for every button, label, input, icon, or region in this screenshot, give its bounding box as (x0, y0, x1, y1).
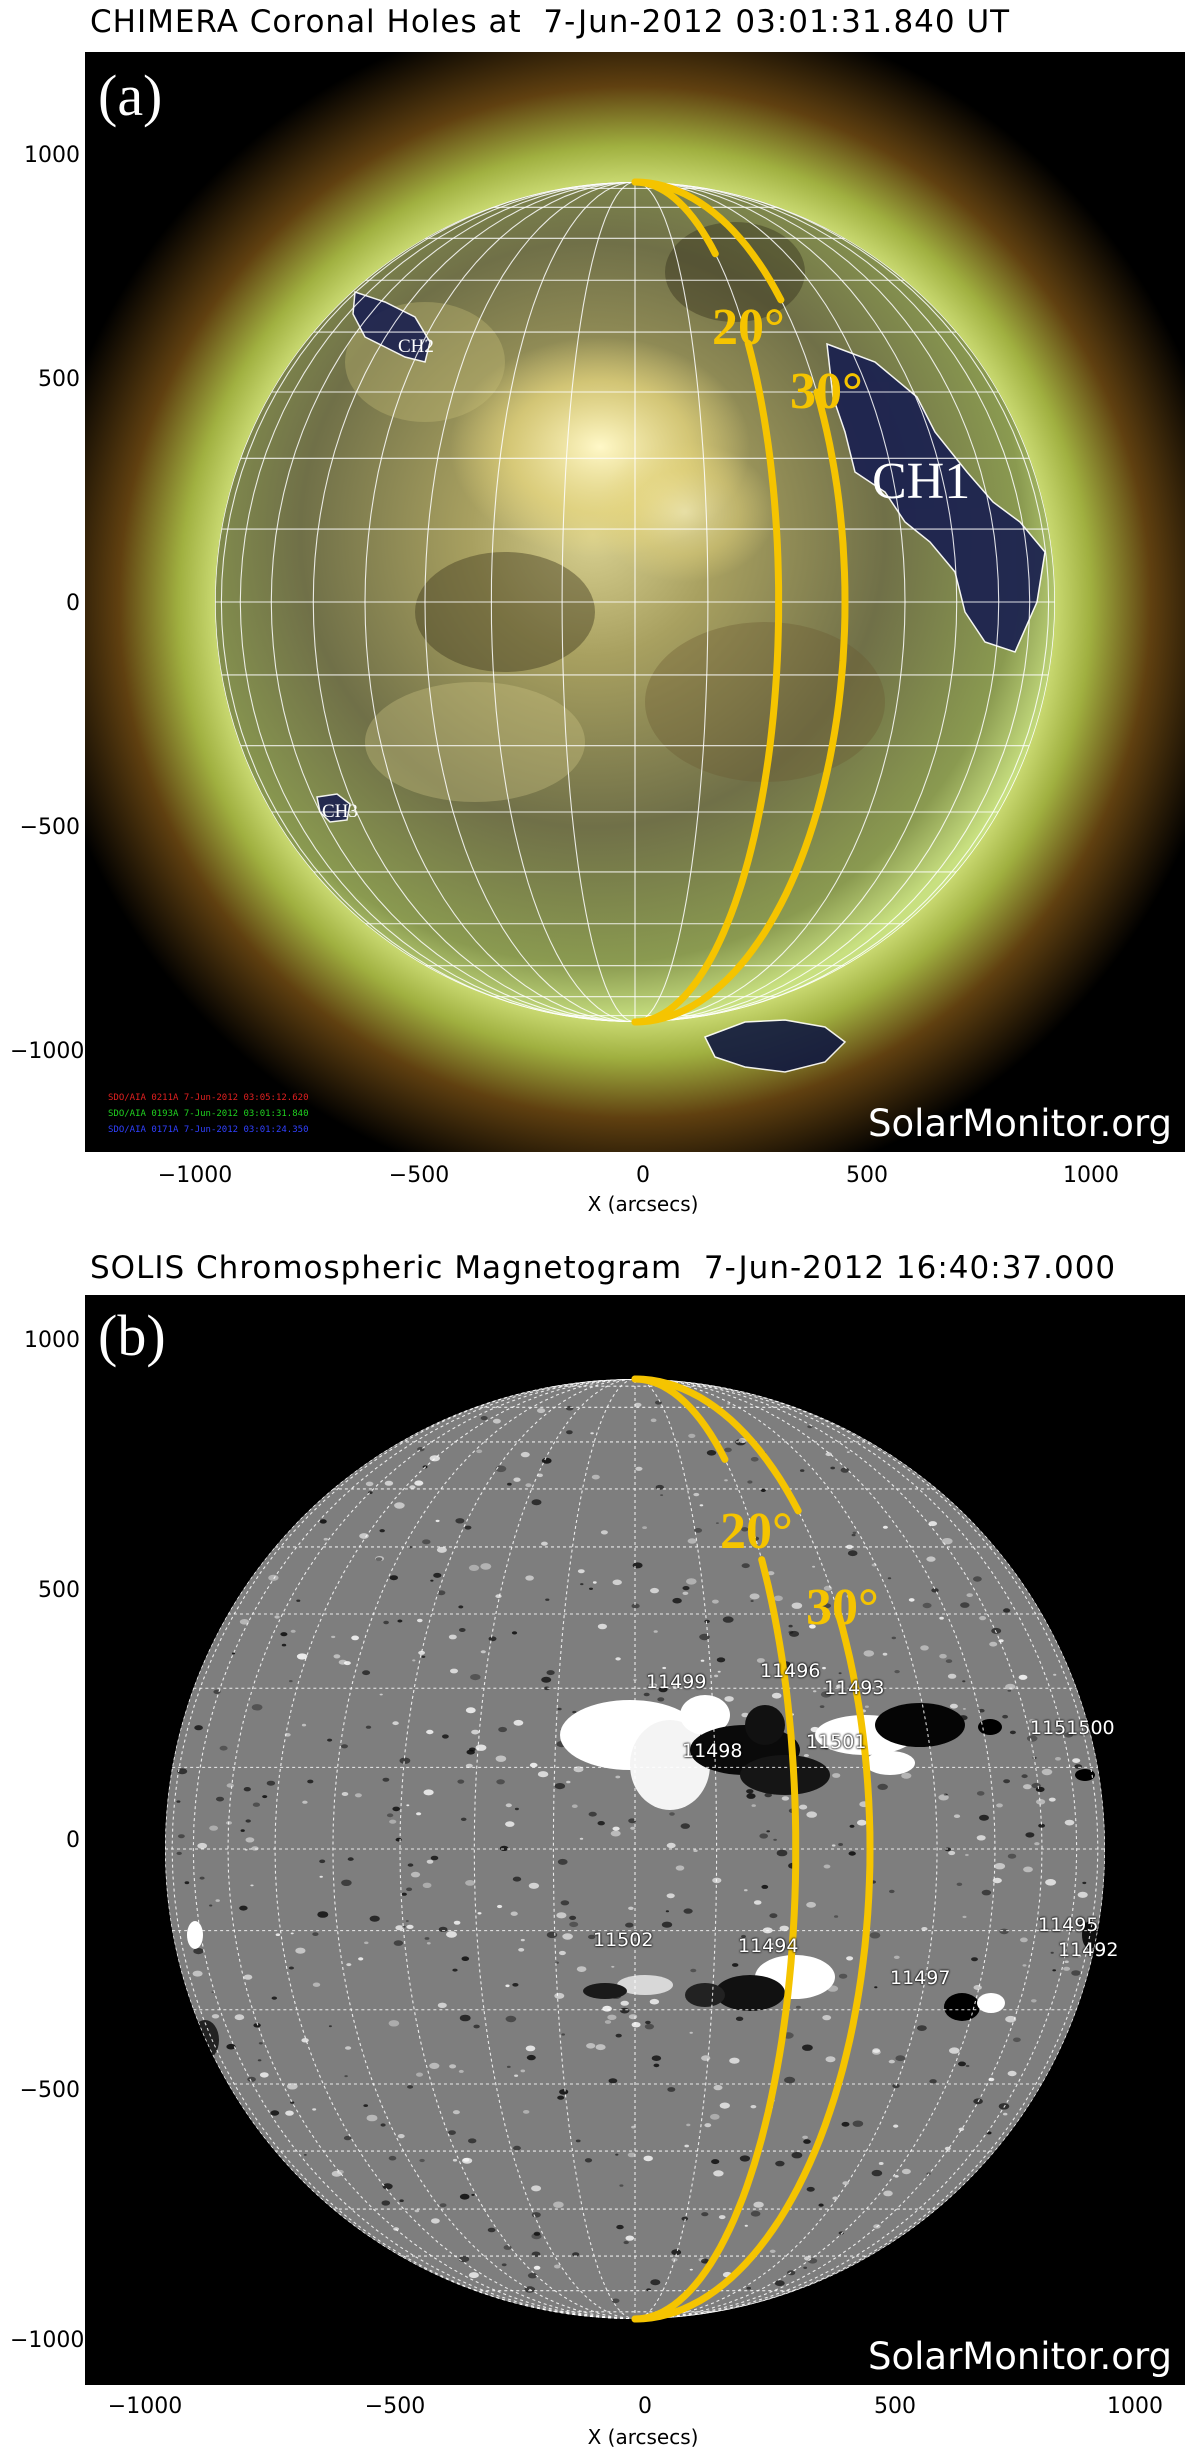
meridian-20-line (631, 339, 783, 1026)
ytick: −500 (19, 2078, 80, 2103)
coronal-hole-label-ch1: CH1 (872, 453, 971, 510)
ar-label: 11502 (593, 1929, 654, 1951)
longitude-line (634, 1379, 1078, 2319)
ytick: −500 (19, 815, 80, 840)
ytick: −1000 (10, 2328, 85, 2353)
coronal-hole-label-ch2: CH2 (398, 336, 434, 357)
meridian-30-line (631, 388, 849, 1026)
ar-label: 11495 (1038, 1914, 1099, 1936)
panel-b-letter: (b) (98, 1303, 166, 1368)
longitude-line (634, 1379, 718, 2319)
ar-label: 11497 (890, 1967, 951, 1989)
coronal-hole-ch1 (826, 342, 1046, 653)
coronal-hole-label-ch3: CH3 (322, 801, 358, 822)
longitude-line (192, 1379, 636, 2319)
ytick: 1000 (24, 1328, 80, 1353)
magnetogram-image (85, 1295, 1185, 2385)
xtick: −1000 (157, 1163, 233, 1188)
euv-image (85, 52, 1185, 1152)
xtick: 500 (874, 2394, 916, 2419)
ar-label: 11499 (646, 1671, 707, 1693)
ytick: 500 (38, 367, 80, 392)
x-axis-label-a: X (arcsecs) (587, 1192, 699, 1216)
xtick: 1000 (1063, 1163, 1119, 1188)
ar-label: 11501 (806, 1731, 867, 1753)
longitude-line (332, 1379, 636, 2319)
x-axis-label-b: X (arcsecs) (587, 2425, 699, 2449)
ar-label: 11498 (682, 1740, 743, 1762)
xtick: 1000 (1107, 2394, 1163, 2419)
latitude-boundary-lines-b (631, 1375, 874, 2323)
xtick: −500 (388, 1163, 450, 1188)
watermark-a: SolarMonitor.org (868, 1102, 1172, 1145)
ar-label: 11494 (738, 1935, 799, 1957)
instrument-line-193: SDO/AIA 0193A 7-Jun-2012 03:01:31.840 (108, 1109, 309, 1119)
latitude-boundary-lines (631, 178, 849, 1026)
ar-label: 11493 (824, 1677, 885, 1699)
ytick: −1000 (10, 1039, 85, 1064)
ytick: 0 (66, 1828, 80, 1853)
instrument-line-211: SDO/AIA 0211A 7-Jun-2012 03:05:12.620 (108, 1093, 309, 1103)
xtick: 0 (638, 2394, 652, 2419)
ytick: 0 (66, 591, 80, 616)
ytick: 500 (38, 1578, 80, 1603)
lat-label-20-b: 20° (720, 1503, 793, 1560)
ar-label: 11492 (1058, 1939, 1119, 1961)
watermark-b: SolarMonitor.org (868, 2335, 1172, 2378)
meridian-30-line (631, 1375, 802, 1515)
heliographic-grid-b (165, 1379, 1105, 2319)
xtick: −500 (364, 2394, 426, 2419)
longitude-line (634, 1379, 938, 2319)
longitude-line (473, 1379, 636, 2319)
panel-a-title: CHIMERA Coronal Holes at 7-Jun-2012 03:0… (90, 4, 1011, 40)
lat-label-30-b: 30° (806, 1579, 879, 1636)
meridian-30-line (631, 178, 785, 304)
instrument-line-171: SDO/AIA 0171A 7-Jun-2012 03:01:24.350 (108, 1125, 309, 1135)
polar-coronal-hole (703, 1019, 847, 1073)
lat-label-30: 30° (790, 363, 863, 420)
xtick: 500 (846, 1163, 888, 1188)
euv-image-svg (85, 52, 1185, 1152)
xtick: −1000 (107, 2394, 183, 2419)
meridian-20-line (631, 1556, 800, 2323)
ar-label: 1151500 (1030, 1717, 1115, 1739)
magnetogram-svg (85, 1295, 1185, 2385)
lat-label-20: 20° (712, 299, 785, 356)
panel-a-letter: (a) (98, 63, 163, 128)
ytick: 1000 (24, 143, 80, 168)
meridian-30-line (631, 1610, 874, 2323)
xtick: 0 (636, 1163, 650, 1188)
ar-label: 11496 (760, 1660, 821, 1682)
panel-b-title: SOLIS Chromospheric Magnetogram 7-Jun-20… (90, 1250, 1117, 1286)
